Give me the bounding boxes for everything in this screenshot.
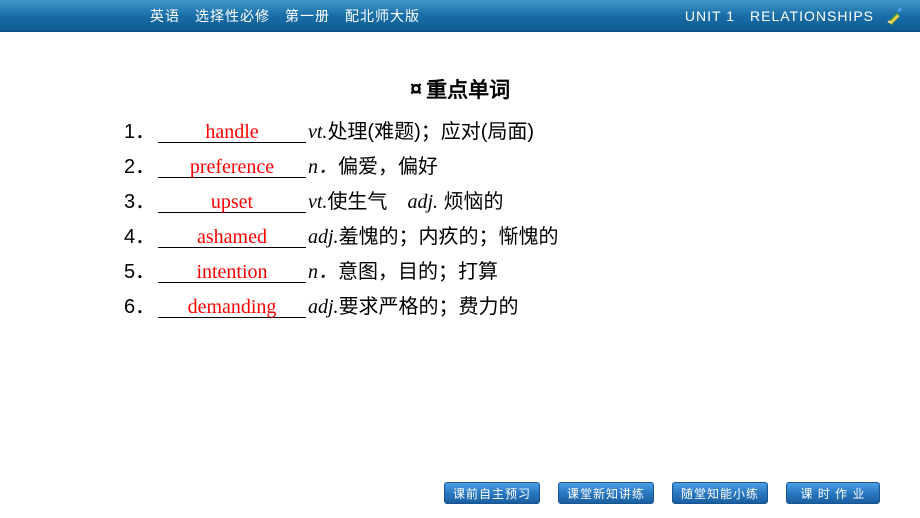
meaning: 羞愧的；内疚的；惭愧的	[339, 226, 559, 248]
vocab-list: 1． handle vt.处理(难题)；应对(局面) 2． preference…	[120, 122, 800, 317]
part-of-speech: adj.	[308, 296, 339, 318]
meaning: 偏爱，偏好	[338, 156, 438, 178]
item-number: 3．	[124, 192, 158, 212]
vocab-item: 1． handle vt.处理(难题)；应对(局面)	[124, 122, 800, 142]
part-of-speech: vt.	[308, 191, 327, 213]
answer-blank: ashamed	[158, 227, 306, 248]
header-left: 英语 选择性必修 第一册 配北师大版	[150, 6, 420, 26]
answer-blank: demanding	[158, 297, 306, 318]
slide-content: ¤ 重点单词 1． handle vt.处理(难题)；应对(局面) 2． pre…	[0, 32, 920, 317]
item-number: 1．	[124, 122, 158, 142]
item-definition: vt.处理(难题)；应对(局面)	[306, 122, 534, 142]
part-of-speech: adj.	[308, 226, 339, 248]
item-number: 5．	[124, 262, 158, 282]
nav-preview-button[interactable]: 课前自主预习	[444, 482, 540, 504]
part-of-speech: adj.	[407, 191, 438, 213]
answer-blank: upset	[158, 192, 306, 213]
item-number: 2．	[124, 157, 158, 177]
item-definition: adj.要求严格的；费力的	[306, 297, 519, 317]
vocab-item: 3． upset vt.使生气 adj. 烦恼的	[124, 192, 800, 212]
vocab-item: 6． demanding adj.要求严格的；费力的	[124, 297, 800, 317]
nav-lecture-button[interactable]: 课堂新知讲练	[558, 482, 654, 504]
meaning: 要求严格的；费力的	[339, 296, 519, 318]
vocab-item: 5． intention n．意图，目的；打算	[124, 262, 800, 282]
meaning: 处理(难题)；应对(局面)	[327, 121, 534, 143]
heading-text: 重点单词	[426, 74, 510, 104]
answer-blank: intention	[158, 262, 306, 283]
part-of-speech: vt.	[308, 121, 327, 143]
nav-homework-button[interactable]: 课 时 作 业	[786, 482, 880, 504]
item-definition: adj.羞愧的；内疚的；惭愧的	[306, 227, 559, 247]
item-number: 6．	[124, 297, 158, 317]
header-unit: UNIT 1 RELATIONSHIPS	[685, 6, 874, 26]
pencil-icon	[884, 5, 906, 27]
answer-blank: preference	[158, 157, 306, 178]
nav-practice-button[interactable]: 随堂知能小练	[672, 482, 768, 504]
item-definition: vt.使生气 adj. 烦恼的	[306, 192, 504, 212]
item-definition: n．意图，目的；打算	[306, 262, 498, 282]
part-of-speech: n．	[308, 261, 338, 283]
section-heading: ¤ 重点单词	[120, 74, 800, 104]
item-number: 4．	[124, 227, 158, 247]
meaning: 意图，目的；打算	[338, 261, 498, 283]
item-definition: n．偏爱，偏好	[306, 157, 438, 177]
vocab-item: 4． ashamed adj.羞愧的；内疚的；惭愧的	[124, 227, 800, 247]
answer-blank: handle	[158, 122, 306, 143]
meaning: 使生气	[327, 191, 387, 213]
bottom-nav: 课前自主预习 课堂新知讲练 随堂知能小练 课 时 作 业	[444, 482, 880, 504]
meaning: 烦恼的	[444, 191, 504, 213]
part-of-speech: n．	[308, 156, 338, 178]
heading-bullet-icon: ¤	[410, 78, 422, 100]
vocab-item: 2． preference n．偏爱，偏好	[124, 157, 800, 177]
top-bar: 英语 选择性必修 第一册 配北师大版 UNIT 1 RELATIONSHIPS	[0, 0, 920, 32]
header-right: UNIT 1 RELATIONSHIPS	[685, 5, 906, 27]
